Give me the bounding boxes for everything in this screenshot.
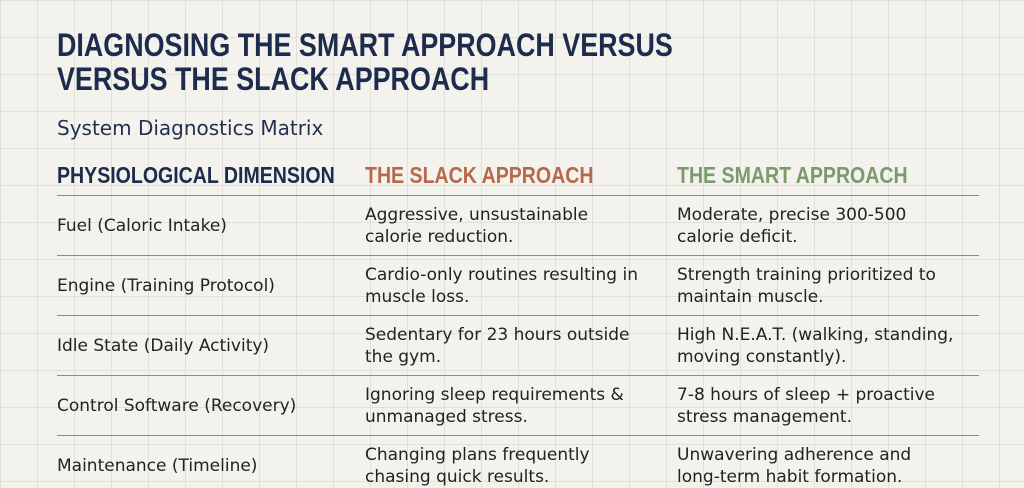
header-rule (57, 195, 979, 196)
table-cell: Ignoring sleep requirements & unmanaged s… (365, 384, 624, 428)
column-header: THE SLACK APPROACH (365, 162, 594, 188)
table-cell: Control Software (Recovery) (57, 395, 296, 417)
cell-text: Changing plans frequently (365, 445, 590, 465)
title-line: DIAGNOSING THE SMART APPROACH VERSUS (57, 27, 673, 63)
table-cell: Moderate, precise 300-500 calorie deficit… (677, 204, 906, 248)
table-cell: Changing plans frequently chasing quick r… (365, 444, 590, 488)
table-cell: Aggressive, unsustainable calorie reducti… (365, 204, 588, 248)
subtitle: System Diagnostics Matrix (57, 116, 324, 140)
title-line: VERSUS THE SLACK APPROACH (57, 61, 490, 97)
cell-text: calorie reduction. (365, 227, 514, 247)
cell-text: Control Software (Recovery) (57, 396, 297, 416)
column-header: THE SMART APPROACH (677, 162, 908, 188)
table-cell: Engine (Training Protocol) (57, 275, 275, 297)
cell-text: Aggressive, unsustainable (365, 205, 589, 225)
cell-text: High N.E.A.T. (walking, standing, (677, 325, 954, 345)
cell-text: Maintenance (Timeline) (57, 456, 258, 476)
table-cell: Strength training prioritized to maintain… (677, 264, 936, 308)
cell-text: the gym. (365, 347, 442, 367)
cell-text: moving constantly). (677, 347, 847, 367)
table-cell: Idle State (Daily Activity) (57, 335, 269, 357)
cell-text: unmanaged stress. (365, 407, 528, 427)
cell-text: Ignoring sleep requirements & (365, 385, 624, 405)
table-cell: Unwavering adherence and long-term habit … (677, 444, 911, 488)
column-header: PHYSIOLOGICAL DIMENSION (57, 162, 335, 188)
row-rule (57, 375, 979, 376)
cell-text: Unwavering adherence and (677, 445, 912, 465)
cell-text: Sedentary for 23 hours outside (365, 325, 630, 345)
table-cell: High N.E.A.T. (walking, standing, moving … (677, 324, 953, 368)
row-rule (57, 435, 979, 436)
cell-text: 7-8 hours of sleep + proactive (677, 385, 935, 405)
cell-text: Strength training prioritized to (677, 265, 936, 285)
cell-text: chasing quick results. (365, 467, 550, 487)
cell-text: Cardio-only routines resulting in (365, 265, 638, 285)
cell-text: Fuel (Caloric Intake) (57, 216, 227, 236)
table-cell: Fuel (Caloric Intake) (57, 215, 227, 237)
row-rule (57, 255, 979, 256)
cell-text: Moderate, precise 300-500 (677, 205, 907, 225)
cell-text: maintain muscle. (677, 287, 824, 307)
table-cell: 7-8 hours of sleep + proactive stress man… (677, 384, 935, 428)
cell-text: stress management. (677, 407, 852, 427)
table-cell: Maintenance (Timeline) (57, 455, 257, 477)
cell-text: muscle loss. (365, 287, 470, 307)
cell-text: calorie deficit. (677, 227, 798, 247)
table-cell: Cardio-only routines resulting in muscle … (365, 264, 638, 308)
cell-text: Engine (Training Protocol) (57, 276, 275, 296)
row-rule (57, 315, 979, 316)
cell-text: long-term habit formation. (677, 467, 903, 487)
table-cell: Sedentary for 23 hours outside the gym. (365, 324, 630, 368)
cell-text: Idle State (Daily Activity) (57, 336, 270, 356)
